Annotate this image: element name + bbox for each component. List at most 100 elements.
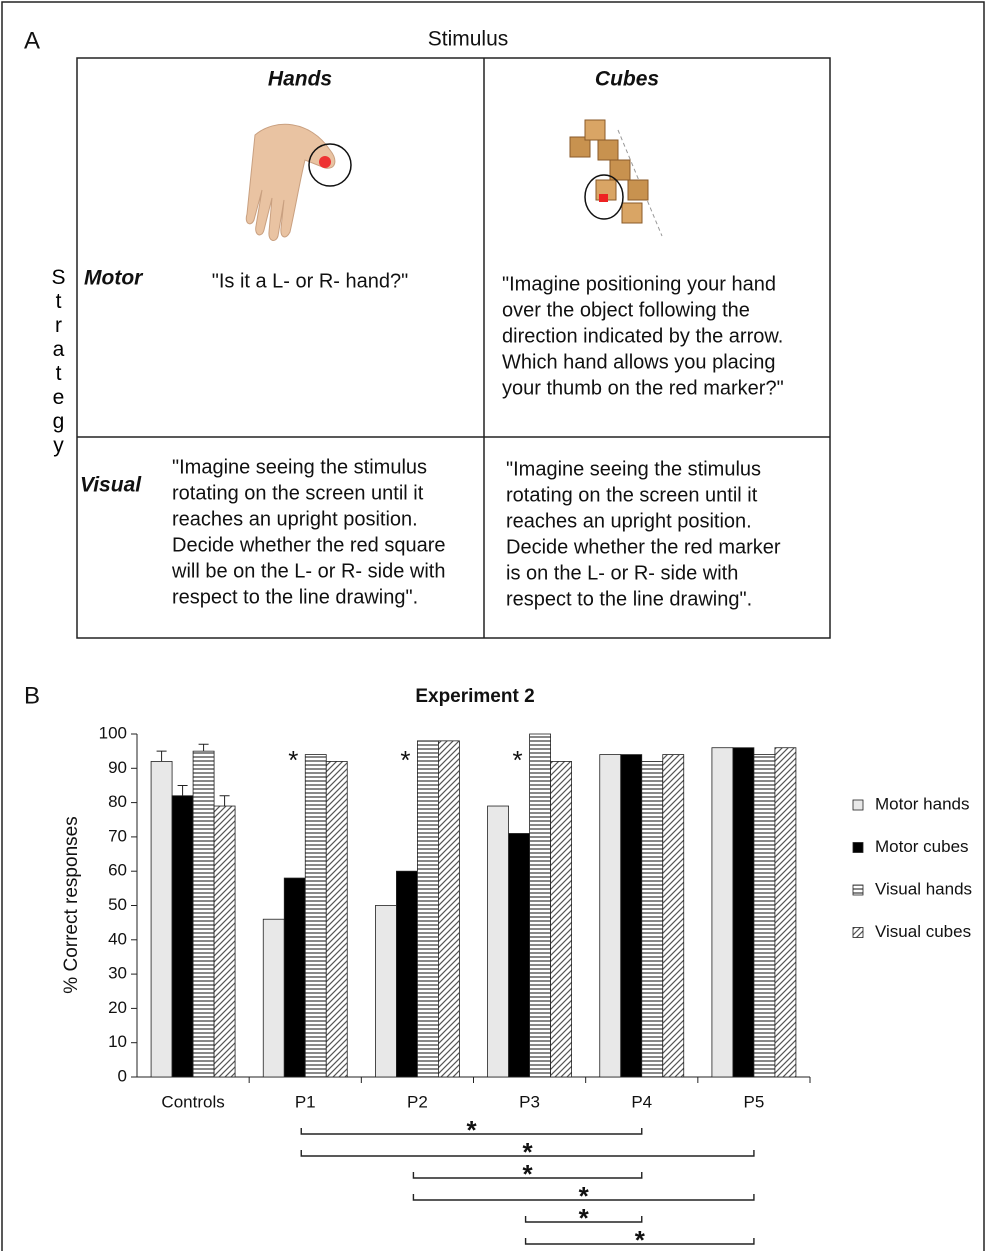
significance-bracket: [412, 1194, 755, 1201]
legend-swatch: [852, 927, 864, 938]
significance-star: *: [523, 1159, 534, 1189]
significance-star: *: [579, 1181, 590, 1211]
x-tick-label: P5: [744, 1092, 765, 1111]
y-tick-label: 50: [108, 895, 127, 914]
bar: [662, 754, 685, 1078]
y-tick-label: 40: [108, 929, 127, 948]
y-tick-label: 100: [99, 723, 127, 742]
bar: [375, 905, 397, 1078]
significance-star: *: [400, 745, 410, 775]
cell-text: respect to the line drawing".: [506, 588, 752, 610]
cell-text: is on the L- or R- side with: [506, 562, 738, 584]
bar: [396, 870, 418, 1078]
x-tick-label: P4: [631, 1092, 652, 1111]
error-bar: [177, 784, 188, 796]
row-header: Visual: [80, 474, 142, 497]
bar: [529, 733, 551, 1078]
row-axis-label: Strategy: [47, 266, 70, 458]
cell-text: rotating on the screen until it: [172, 482, 424, 504]
cell-text: "Is it a L- or R- hand?": [212, 270, 409, 292]
panel-label: B: [24, 682, 40, 709]
error-bar: [219, 795, 230, 807]
significance-star: *: [523, 1137, 534, 1167]
cell-text: "Imagine positioning your hand: [502, 273, 776, 295]
cell-text: "Imagine seeing the stimulus: [506, 458, 761, 480]
bar: [774, 747, 797, 1078]
bar: [732, 747, 755, 1078]
cell-text: respect to the line drawing".: [172, 586, 418, 608]
y-tick-label: 70: [108, 826, 127, 845]
x-tick-label: Controls: [161, 1092, 224, 1111]
significance-bracket: [412, 1172, 643, 1179]
cell-text: will be on the L- or R- side with: [171, 560, 445, 582]
bar: [620, 754, 643, 1078]
y-tick-label: 10: [108, 1032, 127, 1051]
legend-label: Visual hands: [875, 879, 972, 898]
bar: [213, 805, 236, 1078]
y-tick-label: 30: [108, 964, 127, 983]
x-tick-label: P2: [407, 1092, 428, 1111]
cell-text: reaches an upright position.: [506, 510, 752, 532]
bar: [438, 740, 460, 1078]
panel-label: A: [24, 27, 40, 54]
error-bar: [198, 743, 209, 752]
chart-title: Experiment 2: [415, 686, 534, 707]
error-bar: [156, 750, 167, 762]
significance-bracket: [300, 1150, 755, 1157]
bar: [641, 761, 664, 1078]
legend-label: Motor cubes: [875, 837, 969, 856]
y-axis-title: % Correct responses: [61, 816, 82, 993]
table-title: Stimulus: [428, 28, 509, 51]
y-tick-label: 90: [108, 758, 127, 777]
legend-swatch: [852, 884, 864, 896]
bar: [171, 795, 194, 1078]
table-border: [76, 57, 831, 639]
bar: [417, 740, 439, 1078]
bar: [599, 754, 622, 1078]
hand-image: [245, 123, 352, 241]
y-tick-label: 20: [108, 998, 127, 1017]
bar: [304, 754, 327, 1078]
x-tick-label: P3: [519, 1092, 540, 1111]
legend-label: Visual cubes: [875, 922, 971, 941]
x-tick-label: P1: [295, 1092, 316, 1111]
significance-star: *: [288, 745, 298, 775]
cell-text: direction indicated by the arrow.: [502, 325, 783, 347]
cell-text: your thumb on the red marker?": [502, 377, 784, 399]
bar: [325, 761, 348, 1078]
bar: [150, 761, 173, 1078]
significance-bracket: [300, 1128, 643, 1135]
bar: [753, 754, 776, 1078]
y-tick-label: 0: [118, 1066, 127, 1085]
cell-text: rotating on the screen until it: [506, 484, 758, 506]
row-header: Motor: [84, 267, 144, 290]
bar: [487, 805, 509, 1078]
cell-text: Decide whether the red square: [172, 534, 446, 556]
bar: [711, 747, 734, 1078]
cell-text: Which hand allows you placing: [502, 351, 776, 373]
column-header: Hands: [268, 68, 332, 91]
cubes-image: [569, 119, 663, 237]
y-tick-label: 60: [108, 861, 127, 880]
bar: [262, 918, 285, 1078]
significance-star: *: [579, 1203, 590, 1233]
significance-star: *: [635, 1225, 646, 1251]
bar: [283, 877, 306, 1078]
y-tick-label: 80: [108, 792, 127, 811]
cell-text: over the object following the: [502, 299, 750, 321]
cell-text: Decide whether the red marker: [506, 536, 781, 558]
significance-star: *: [466, 1115, 477, 1145]
significance-bracket: [524, 1216, 643, 1223]
legend-label: Motor hands: [875, 794, 970, 813]
cell-text: reaches an upright position.: [172, 508, 418, 530]
bar: [192, 750, 215, 1078]
legend-swatch: [852, 799, 864, 811]
significance-star: *: [513, 745, 523, 775]
significance-bracket: [524, 1238, 755, 1245]
column-header: Cubes: [595, 68, 659, 91]
cell-text: "Imagine seeing the stimulus: [172, 456, 427, 478]
bar: [508, 833, 530, 1078]
